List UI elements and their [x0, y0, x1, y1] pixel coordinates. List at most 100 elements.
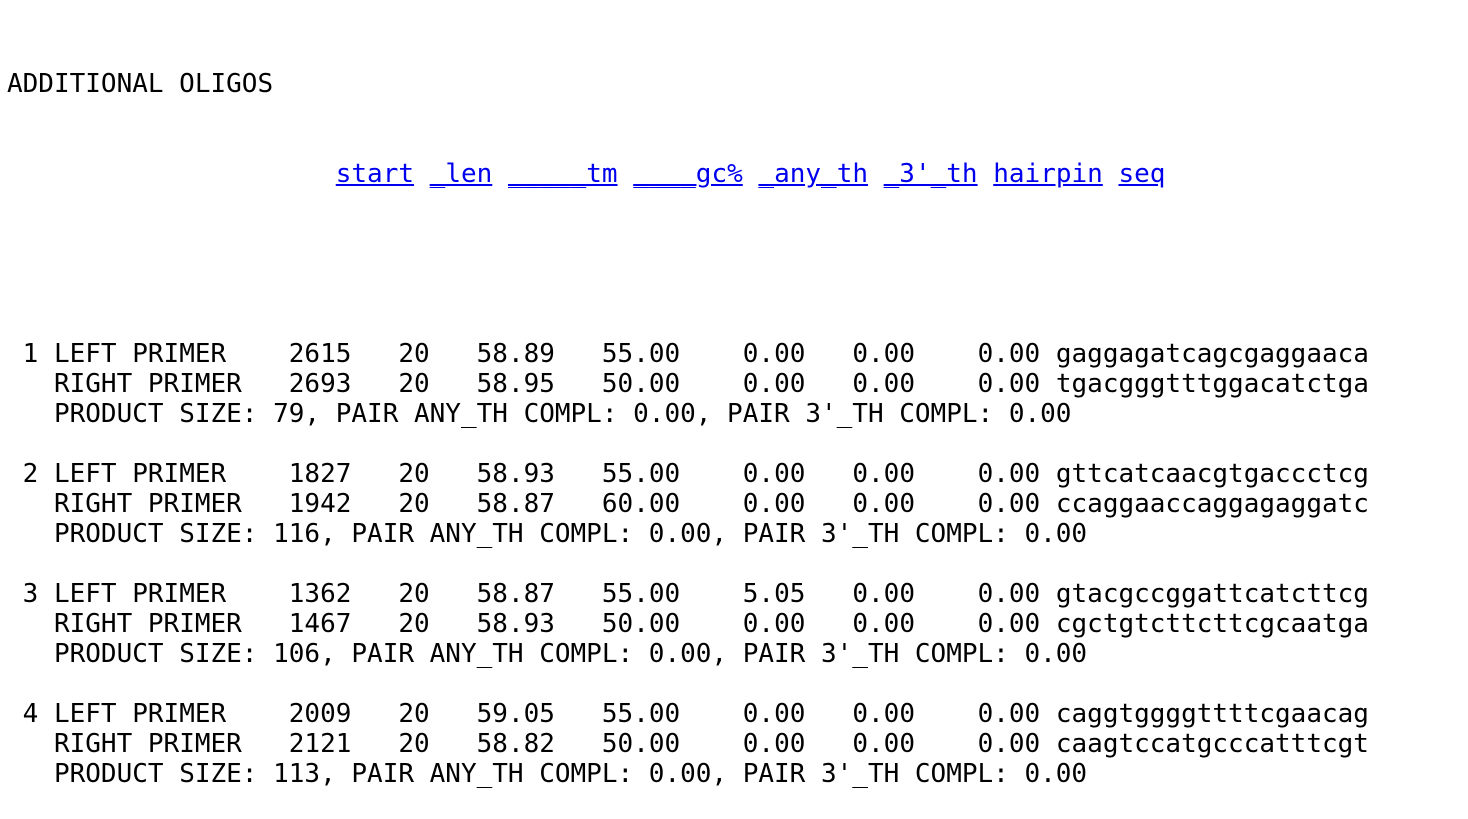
spacer [555, 489, 571, 519]
left-primer-row: 4 LEFT PRIMER 2009 20 59.05 55.00 0.00 0… [7, 699, 1369, 729]
spacer [7, 639, 54, 669]
spacer [7, 729, 38, 759]
spacer [430, 729, 446, 759]
primer-hairpin: 0.00 [930, 489, 1041, 519]
primer-gc: 55.00 [570, 579, 681, 609]
spacer [680, 339, 696, 369]
spacer [1040, 579, 1056, 609]
primer-three-th: 0.00 [821, 339, 915, 369]
right-primer-row: RIGHT PRIMER 2693 20 58.95 50.00 0.00 0.… [7, 369, 1369, 399]
primer-len: 20 [367, 579, 430, 609]
column-header-row: start _len _____tm ____gc% _any_th _3'_t… [7, 159, 1369, 189]
spacer [555, 579, 571, 609]
product-size-text: PRODUCT SIZE: 113, PAIR ANY_TH COMPL: 0.… [53, 759, 1088, 789]
spacer [805, 609, 821, 639]
primer-three-th: 0.00 [821, 699, 915, 729]
left-primer-row: 2 LEFT PRIMER 1827 20 58.93 55.00 0.00 0… [7, 459, 1369, 489]
spacer [38, 579, 54, 609]
primer-start: 2009 [273, 699, 352, 729]
spacer [430, 609, 446, 639]
primer-tm: 58.87 [445, 489, 555, 519]
spacer [1040, 459, 1056, 489]
spacer [680, 699, 696, 729]
blank-line [7, 549, 1369, 579]
column-header-hairpin-link[interactable]: hairpin [993, 159, 1103, 189]
right-primer-label: RIGHT PRIMER [53, 609, 258, 639]
blank-line [7, 249, 1369, 279]
spacer [38, 459, 54, 489]
pair-index: 1 [7, 339, 39, 369]
spacer [915, 459, 931, 489]
primer-sequence: ccaggaaccaggagaggatc [1055, 489, 1369, 519]
product-size-row: PRODUCT SIZE: 106, PAIR ANY_TH COMPL: 0.… [7, 639, 1369, 669]
spacer [430, 459, 446, 489]
primer-three-th: 0.00 [821, 729, 915, 759]
primer-hairpin: 0.00 [930, 729, 1041, 759]
column-header-gc-percent-link[interactable]: ____gc% [633, 159, 743, 189]
pair-index: 2 [7, 459, 39, 489]
spacer [680, 489, 696, 519]
spacer [7, 399, 54, 429]
primer-tm: 58.82 [445, 729, 555, 759]
spacer [257, 579, 273, 609]
primer-start: 1827 [273, 459, 352, 489]
primer-three-th: 0.00 [821, 489, 915, 519]
primer-len: 20 [367, 459, 430, 489]
spacer [915, 579, 931, 609]
primer-gc: 55.00 [570, 339, 681, 369]
left-primer-label: LEFT PRIMER [53, 699, 258, 729]
spacer [257, 489, 273, 519]
primer-hairpin: 0.00 [930, 579, 1041, 609]
spacer [680, 369, 696, 399]
primer-tm: 59.05 [445, 699, 555, 729]
primer-hairpin: 0.00 [930, 609, 1041, 639]
primer-gc: 50.00 [570, 609, 681, 639]
primer-any-th: 5.05 [695, 579, 806, 609]
product-size-row: PRODUCT SIZE: 116, PAIR ANY_TH COMPL: 0.… [7, 519, 1369, 549]
spacer [351, 369, 367, 399]
product-size-row: PRODUCT SIZE: 79, PAIR ANY_TH COMPL: 0.0… [7, 399, 1369, 429]
spacer [257, 339, 273, 369]
primer-sequence: gttcatcaacgtgaccctcg [1055, 459, 1369, 489]
column-header-tm-link[interactable]: _____tm [507, 159, 618, 189]
right-primer-label: RIGHT PRIMER [53, 489, 258, 519]
spacer [555, 339, 571, 369]
primer-tm: 58.93 [445, 609, 555, 639]
primer-start: 1362 [273, 579, 352, 609]
primer-three-th: 0.00 [821, 579, 915, 609]
left-primer-label: LEFT PRIMER [53, 339, 258, 369]
primer-three-th: 0.00 [821, 609, 915, 639]
primer-len: 20 [367, 339, 430, 369]
blank-line [7, 669, 1369, 699]
primer-gc: 50.00 [570, 369, 681, 399]
spacer [38, 339, 54, 369]
column-header-seq-link[interactable]: seq [1118, 159, 1166, 189]
primer-start: 2693 [273, 369, 352, 399]
primer-three-th: 0.00 [821, 459, 915, 489]
pair-index: 3 [7, 579, 39, 609]
primer-any-th: 0.00 [695, 369, 806, 399]
column-header-3-th-link[interactable]: _3'_th [883, 159, 978, 189]
spacer [1040, 489, 1056, 519]
column-header-start-link[interactable]: start [335, 159, 415, 189]
spacer [1040, 609, 1056, 639]
column-header-any-th-link[interactable]: _any_th [758, 159, 868, 189]
right-primer-label: RIGHT PRIMER [53, 369, 258, 399]
primer-start: 2615 [273, 339, 352, 369]
right-primer-row: RIGHT PRIMER 1467 20 58.93 50.00 0.00 0.… [7, 609, 1369, 639]
spacer [805, 489, 821, 519]
column-header-len-link[interactable]: _len [429, 159, 493, 189]
primer-sequence: gtacgccggattcatcttcg [1055, 579, 1369, 609]
product-size-text: PRODUCT SIZE: 106, PAIR ANY_TH COMPL: 0.… [53, 639, 1088, 669]
spacer [257, 369, 273, 399]
pair-index: 4 [7, 699, 39, 729]
left-primer-row: 1 LEFT PRIMER 2615 20 58.89 55.00 0.00 0… [7, 339, 1369, 369]
spacer [1040, 339, 1056, 369]
left-primer-label: LEFT PRIMER [53, 459, 258, 489]
left-primer-label: LEFT PRIMER [53, 579, 258, 609]
spacer [351, 489, 367, 519]
product-size-text: PRODUCT SIZE: 116, PAIR ANY_TH COMPL: 0.… [53, 519, 1088, 549]
primer-gc: 60.00 [570, 489, 681, 519]
spacer [351, 459, 367, 489]
spacer [7, 609, 38, 639]
